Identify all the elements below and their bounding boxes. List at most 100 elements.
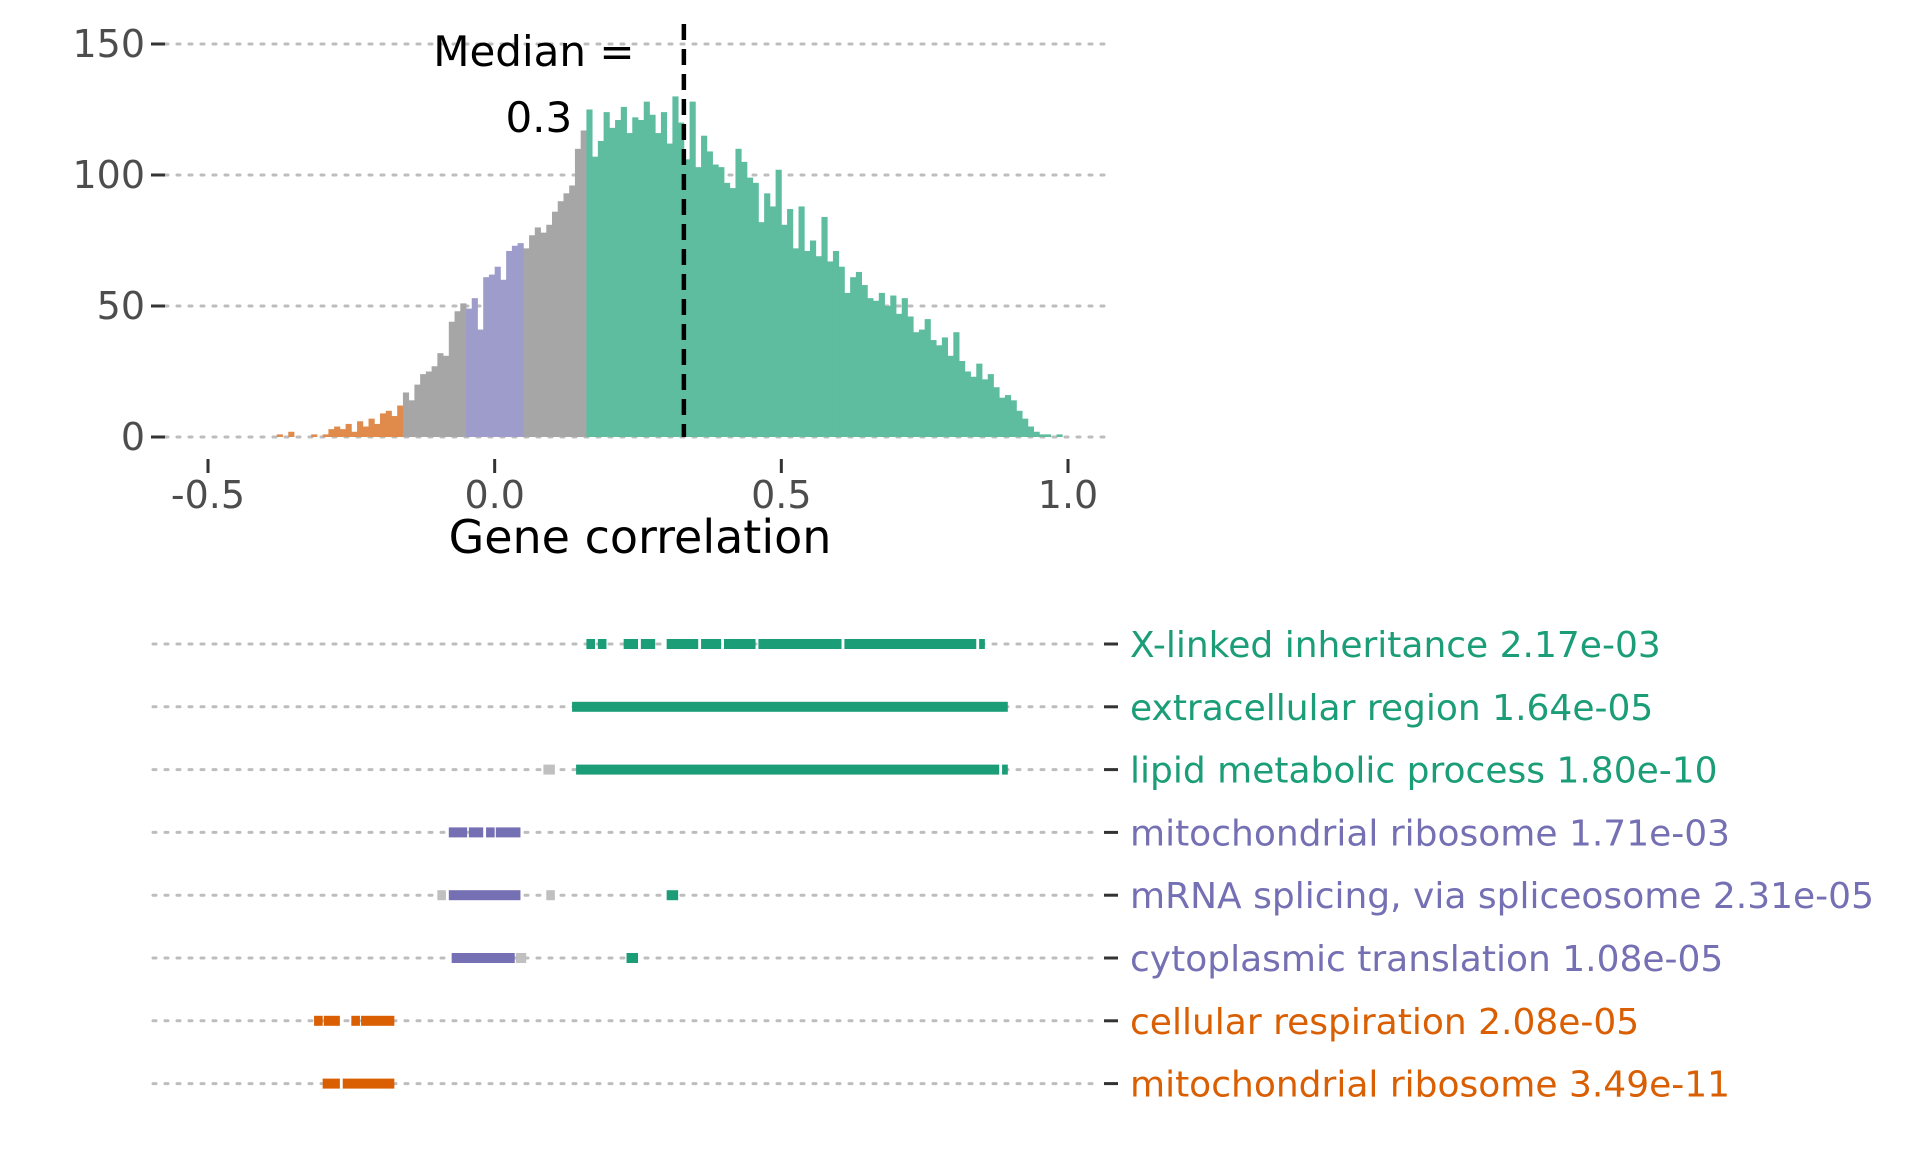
histogram-bar bbox=[345, 423, 352, 437]
histogram-bar bbox=[592, 156, 599, 437]
strip-row: cellular respiration 2.08e-05 bbox=[151, 1002, 1639, 1043]
strip-row: mitochondrial ribosome 3.49e-11 bbox=[151, 1065, 1730, 1106]
histogram-bar bbox=[821, 216, 828, 437]
histogram-bar bbox=[678, 122, 685, 437]
histogram-bar bbox=[471, 298, 478, 437]
histogram-bar bbox=[408, 400, 415, 437]
histogram-bar bbox=[506, 250, 513, 437]
histogram-bar bbox=[896, 313, 903, 437]
histogram-bar bbox=[1045, 434, 1052, 437]
histogram-bar bbox=[311, 434, 318, 437]
histogram-bar bbox=[574, 148, 582, 438]
histogram-bar bbox=[701, 135, 708, 437]
histogram-bar bbox=[322, 434, 329, 437]
histogram-bar bbox=[672, 96, 679, 438]
histogram-bar bbox=[878, 292, 885, 437]
histogram-bar bbox=[643, 101, 650, 437]
histogram-bar bbox=[1016, 410, 1023, 437]
histogram-bar bbox=[357, 421, 364, 437]
x-tick-label: -0.5 bbox=[171, 473, 245, 517]
y-tick-label: 100 bbox=[72, 153, 145, 197]
histogram-bar bbox=[626, 133, 633, 437]
histogram-bar bbox=[907, 316, 914, 437]
strip-segment bbox=[586, 639, 595, 649]
histogram-bar bbox=[655, 133, 662, 437]
strip-label: cytoplasmic translation 1.08e-05 bbox=[1130, 939, 1723, 980]
histogram-bar bbox=[494, 266, 501, 437]
histogram-bar bbox=[918, 329, 926, 437]
strip-row: X-linked inheritance 2.17e-03 bbox=[151, 625, 1661, 666]
histogram-bar bbox=[1022, 418, 1029, 437]
histogram-bar bbox=[597, 140, 604, 437]
histogram-bar bbox=[941, 337, 948, 437]
histogram-bar bbox=[276, 434, 283, 437]
histogram-bar bbox=[380, 413, 387, 437]
histogram-bar bbox=[517, 243, 524, 437]
histogram-bar bbox=[569, 185, 576, 437]
strip-segment bbox=[758, 639, 842, 649]
histogram-bar bbox=[718, 167, 725, 437]
strip-segment bbox=[623, 639, 638, 649]
histogram-bar bbox=[746, 177, 754, 437]
histogram-bar bbox=[764, 193, 771, 437]
strip-segment bbox=[342, 1078, 395, 1089]
strip-segment bbox=[597, 639, 607, 649]
histogram-bar bbox=[947, 355, 954, 437]
strip-segment bbox=[640, 639, 656, 649]
histogram-bar bbox=[557, 201, 564, 437]
histogram-bar bbox=[959, 361, 966, 437]
histogram-bar bbox=[620, 106, 627, 437]
histogram-bar bbox=[391, 416, 398, 437]
histogram-bar bbox=[798, 206, 805, 437]
histogram-bar bbox=[351, 431, 358, 437]
histogram-bar bbox=[850, 277, 857, 437]
histogram-bar bbox=[976, 363, 983, 437]
histogram-bar bbox=[339, 429, 346, 437]
strip-segment bbox=[666, 890, 679, 901]
histogram-bar bbox=[683, 159, 690, 437]
histogram-bar bbox=[890, 295, 897, 437]
histogram-bar bbox=[855, 271, 862, 437]
strip-segment bbox=[724, 639, 756, 649]
histogram-bar bbox=[953, 332, 960, 437]
histogram-bar bbox=[810, 240, 817, 437]
histogram-bar bbox=[901, 298, 908, 437]
strip-segment bbox=[626, 953, 638, 963]
histogram-bar bbox=[425, 371, 432, 437]
histogram-bar bbox=[500, 279, 507, 437]
histogram-bar bbox=[758, 222, 765, 437]
histogram-bar bbox=[924, 319, 931, 437]
strip-row: mRNA splicing, via spliceosome 2.31e-05 bbox=[151, 876, 1874, 917]
histogram-bar bbox=[615, 119, 622, 437]
histogram-bar bbox=[832, 250, 840, 437]
histogram-bar bbox=[638, 119, 645, 437]
strip-segment bbox=[448, 890, 521, 901]
histogram-bar bbox=[775, 169, 782, 437]
histogram-bar bbox=[328, 429, 335, 437]
histogram-bar bbox=[987, 374, 994, 437]
histogram-bar bbox=[884, 306, 891, 437]
strip-segment bbox=[1002, 764, 1008, 775]
histogram-bar bbox=[666, 143, 673, 437]
histogram-bar bbox=[752, 182, 759, 437]
histogram-bar bbox=[586, 109, 593, 437]
strip-segment bbox=[323, 1015, 340, 1026]
histogram-bar bbox=[1010, 400, 1017, 437]
histogram-bar bbox=[867, 298, 874, 437]
y-tick-label: 50 bbox=[97, 284, 145, 328]
histogram-bar bbox=[844, 292, 851, 437]
histogram-bar bbox=[861, 285, 868, 437]
histogram-bar bbox=[368, 418, 375, 437]
strip-segment bbox=[666, 639, 699, 649]
histogram-bar bbox=[443, 355, 450, 437]
strip-segment bbox=[576, 764, 1000, 775]
histogram-bar bbox=[999, 397, 1006, 437]
histogram-bar bbox=[735, 148, 742, 438]
strip-segment bbox=[361, 1015, 395, 1026]
histogram-bar bbox=[431, 366, 438, 437]
strip-segment bbox=[515, 953, 527, 963]
strip-row: mitochondrial ribosome 1.71e-03 bbox=[151, 813, 1730, 854]
histogram-bar bbox=[712, 164, 719, 437]
histogram-bar bbox=[804, 250, 811, 437]
histogram-bar bbox=[414, 384, 421, 437]
